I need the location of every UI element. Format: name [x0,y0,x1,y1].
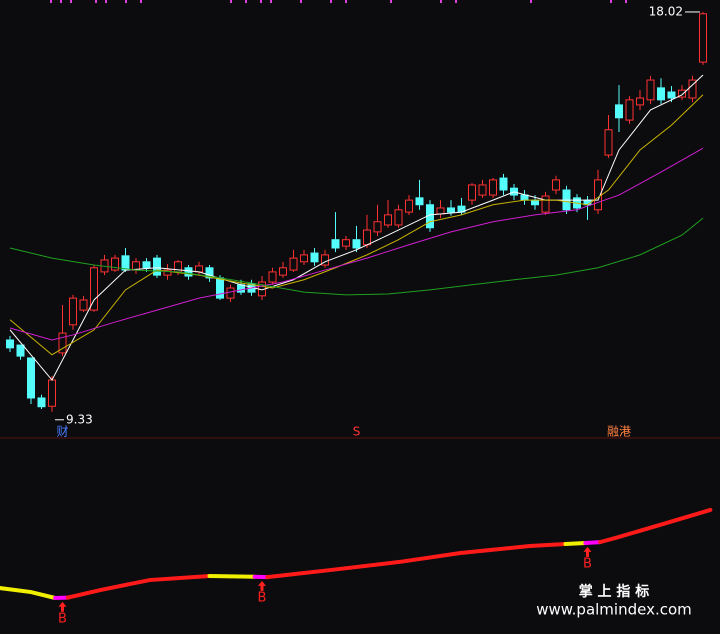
candle-body [499,177,508,191]
indicator-line [583,540,603,546]
candle-body [699,13,707,63]
indicator-line [563,541,588,546]
candle-body [489,179,497,196]
candle-body [405,199,413,213]
candle-body [16,344,25,357]
candle-body [27,357,35,399]
candle-body [363,229,371,246]
candle-body [667,91,676,99]
candle-body [153,257,161,276]
candle-body [195,265,203,273]
candle-body [384,214,392,226]
candle-body [447,207,455,213]
candle-body [184,267,193,277]
candle-body [552,179,560,191]
candle-body [300,254,308,263]
annotation-label: 9.33 [66,412,93,426]
annotation-label: 18.02 [649,4,683,18]
candle-body [636,97,644,106]
moving-average [9,94,704,356]
signal-arrow [58,601,67,612]
candle-body [142,261,151,269]
signal-label: B [258,590,267,605]
candle-body [289,257,298,271]
candle-body [48,379,56,407]
event-marker: S [353,425,361,439]
candle-body [373,221,382,233]
candle-body [310,252,319,263]
candle-body [205,267,214,279]
signal-label: B [583,556,592,571]
indicator-line [207,573,257,579]
candle-body [37,397,46,408]
candle-body [163,269,172,276]
top-dots [50,0,627,3]
candle-body [216,277,224,299]
watermark-url: www.palmindex.com [536,601,692,619]
candle-body [415,197,424,206]
candle-body [531,199,539,206]
candle-body [279,267,287,276]
candle-body [678,89,686,98]
moving-average [9,147,704,341]
event-marker: 财 [56,425,68,439]
candle-body [615,104,623,119]
candle-body [625,99,634,121]
candle-body [520,194,529,201]
indicator-line [0,586,58,600]
candle-body [541,195,550,213]
candle-body [342,239,350,247]
candle-body [268,271,277,283]
candle-body [688,79,697,99]
candle-body [394,209,403,226]
candle-body [604,129,613,156]
candle-body [111,257,119,271]
candle-body [646,79,655,101]
candle-body [436,207,445,215]
candle-body [657,87,665,101]
candle-body [352,239,361,249]
candle-body [58,332,67,354]
moving-average [9,74,704,381]
candle-body [478,184,487,196]
watermark-title: 掌 上 指 标 [579,583,650,600]
candle-body [90,267,98,311]
indicator-line [65,573,212,600]
candle-body [226,287,235,299]
event-marker: 融港 [607,425,631,439]
candle-body [121,255,130,271]
indicator-line [265,541,568,580]
candle-body [69,297,77,326]
candle-body [468,184,476,201]
moving-average [9,217,704,296]
signal-label: B [58,611,67,626]
signal-arrow [258,580,266,591]
candle-body [6,339,14,349]
signal-arrow [583,546,592,557]
indicator-line [598,507,713,545]
candle-body [331,239,340,249]
candle-body [79,299,88,311]
